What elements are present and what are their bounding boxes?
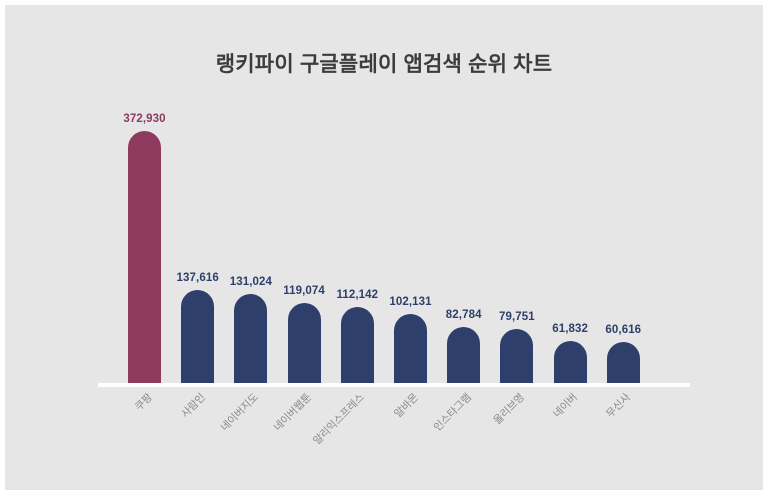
bar-value-label: 102,131 [389,296,432,308]
bar-group[interactable]: 112,142 알리익스프레스 [311,289,378,447]
x-axis-category-label: 올리브영 [491,391,527,427]
bar-group[interactable]: 102,131 알바몬 [389,296,431,420]
bar[interactable] [181,290,215,383]
x-axis-category-label: 알바몬 [391,391,421,421]
bar-value-label: 79,751 [499,311,535,323]
bar[interactable] [606,342,640,383]
bar[interactable] [234,294,268,383]
bar[interactable] [394,314,427,383]
bar-group[interactable]: 372,930 쿠팡 [123,113,165,413]
bar-group[interactable]: 82,784 인스타그램 [431,309,481,434]
chart-title: 랭키파이 구글플레이 앱검색 순위 차트 [215,53,553,76]
bar-group[interactable]: 119,074 네이버웹툰 [272,285,325,434]
x-axis-category-label: 네이버웹툰 [271,391,314,434]
bar-value-label: 372,930 [123,113,166,125]
bar[interactable] [500,329,534,383]
bar-group[interactable]: 60,616 무신사 [604,324,641,420]
bar-value-label: 82,784 [445,309,482,321]
x-axis-category-label: 알리익스프레스 [311,391,368,448]
x-axis-category-label: 네이버 [551,391,580,421]
bar[interactable] [287,303,321,383]
bar-value-label: 61,832 [552,323,588,335]
bar-group[interactable]: 61,832 네이버 [551,323,588,420]
bar-value-label: 60,616 [605,324,642,336]
axis-baseline [98,383,690,387]
bar[interactable] [553,341,587,383]
x-axis-category-label: 사람인 [178,391,208,421]
bar[interactable] [340,307,374,383]
x-axis-category-label: 네이버지도 [218,391,261,434]
bar-value-label: 137,616 [176,272,219,284]
bar-group[interactable]: 137,616 사람인 [177,272,219,420]
bar-value-label: 112,142 [336,289,379,301]
bar-value-label: 119,074 [283,285,325,297]
plot-area: 372,930 쿠팡 137,616 사람인 131,024 네이버지도 119,074 네이… [5,5,763,490]
bar-group[interactable]: 131,024 네이버지도 [218,276,271,434]
chart-container: 랭키파이 구글플레이 앱검색 순위 차트 372,930 쿠팡 137,616 사람인… [5,5,763,490]
bar[interactable] [128,131,161,383]
bar-group[interactable]: 79,751 올리브영 [491,311,534,427]
x-axis-category-label: 인스타그램 [431,391,474,434]
bar[interactable] [447,327,481,383]
x-axis-category-label: 쿠팡 [132,391,155,414]
x-axis-category-label: 무신사 [604,391,634,421]
bar-value-label: 131,024 [229,276,273,288]
